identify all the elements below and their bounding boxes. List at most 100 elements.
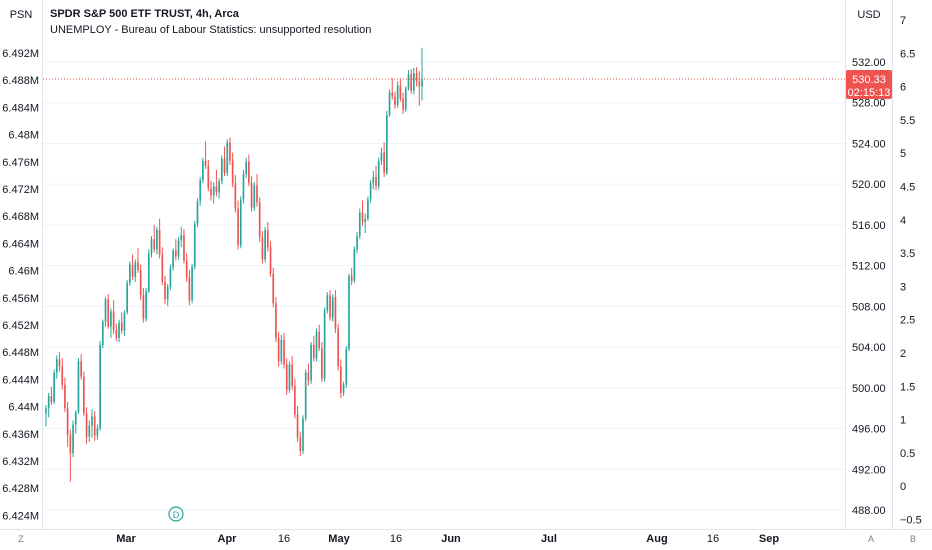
study-label[interactable]: UNEMPLOY - Bureau of Labour Statistics: … [50,24,372,36]
candle-body [99,345,101,429]
candle-body [261,237,264,260]
time-tick-label: 16 [707,533,719,545]
candle-body [342,384,345,393]
candle-body [340,366,342,393]
candle-body [348,275,350,350]
candle-body [183,235,185,261]
dividend-marker-circle[interactable] [168,506,184,522]
left-price-axis[interactable]: 6.492M 6.488M 6.484M 6.48M 6.476M 6.472M 6.468… [2,48,39,522]
candle-body [310,345,312,381]
candle-body [120,322,123,331]
candle-body [312,345,315,359]
candle-body [45,408,47,414]
secondary-axis[interactable]: 7 6.5 6 5.5 5 4.5 4 3.5 3 2.5 2 1.5 1 0.5 0 −0.5 [900,15,922,527]
candle-body [93,416,96,436]
candle-body [380,152,383,161]
candle-body [220,158,223,182]
price-badge: 530.33 02:15:13 [846,70,892,99]
candle-body [353,249,356,281]
time-tick-label: 16 [278,533,290,545]
candle-body [74,412,77,425]
price-tick-label: 504.00 [852,342,886,354]
candle-body [396,85,399,105]
candle-body [139,269,142,296]
left-scale-label[interactable]: PSN [9,9,33,21]
secondary-tick-label: 6 [900,82,906,94]
candle-body [231,160,234,184]
candle-body [64,384,66,409]
candle-body [356,236,358,250]
candle-body [402,98,404,110]
time-tick-label: Aug [646,533,667,545]
candle-body [185,260,188,277]
candle-body [193,223,196,267]
secondary-scale-button[interactable]: B [910,534,916,544]
candle-body [350,275,353,281]
candle-body [283,339,285,365]
time-tick-label: Mar [116,533,136,545]
price-tick-label: 488.00 [852,505,886,517]
candle-body [253,185,256,208]
candle-body [153,239,156,250]
candle-body [329,295,331,318]
candle-body [388,92,391,115]
candle-body [147,253,150,292]
left-tick-label: 6.444M [2,374,39,386]
price-tick-label: 520.00 [852,179,886,191]
candle-body [294,385,296,415]
candle-body [202,160,204,181]
left-tick-label: 6.448M [2,347,39,359]
price-tick-label: 492.00 [852,464,886,476]
candle-body [207,165,210,189]
left-tick-label: 6.464M [2,238,39,250]
candle-body [277,337,280,362]
secondary-tick-label: 1.5 [900,381,915,393]
candle-body [156,230,158,250]
candle-body [418,81,421,87]
symbol-title[interactable]: SPDR S&P 500 ETF TRUST, 4h, Arca [50,8,239,20]
currency-label[interactable]: USD [857,9,881,21]
candle-body [210,188,212,196]
dividend-marker[interactable]: D [168,506,184,522]
candle-body [404,88,407,110]
auto-scale-button[interactable]: A [868,534,874,544]
right-price-axis[interactable]: 532.00 528.00 524.00 520.00 516.00 512.00 508.… [852,57,886,517]
chart-legend: SPDR S&P 500 ETF TRUST, 4h, Arca UNEMPLO… [50,6,371,38]
candle-body [234,183,237,209]
candle-body [91,416,93,426]
candle-body [383,152,385,173]
price-tick-label: 508.00 [852,301,886,313]
candle-body [66,408,69,435]
candle-body [364,218,367,222]
candle-body [302,418,304,451]
price-tick-label: 500.00 [852,383,886,395]
candle-body [391,92,394,97]
candle-body [126,282,128,313]
left-tick-label: 6.488M [2,75,39,87]
candle-body [166,287,169,300]
secondary-tick-label: 5.5 [900,115,915,127]
secondary-tick-label: 0 [900,481,906,493]
candle-body [107,299,110,327]
candle-body [288,364,291,390]
candle-body [415,73,418,82]
candle-body [177,240,180,257]
candle-body [318,331,321,349]
candle-body [175,250,177,257]
left-scale-toggle-button[interactable]: Z [18,534,24,544]
candle-body [331,297,334,318]
candle-body [385,114,388,173]
bottom-buttons: Z A B [18,534,916,544]
secondary-tick-label: 2 [900,348,906,360]
candle-body [80,361,83,377]
candle-body [180,235,183,241]
candle-body [304,372,307,419]
candle-body [58,359,61,367]
secondary-tick-label: 0.5 [900,448,915,460]
candle-body [142,295,145,319]
time-axis[interactable]: Mar Apr 16 May 16 Jun Jul Aug 16 Sep [116,533,779,545]
candle-body [47,395,50,409]
candle-body [101,321,104,346]
left-tick-label: 6.44M [8,402,39,414]
